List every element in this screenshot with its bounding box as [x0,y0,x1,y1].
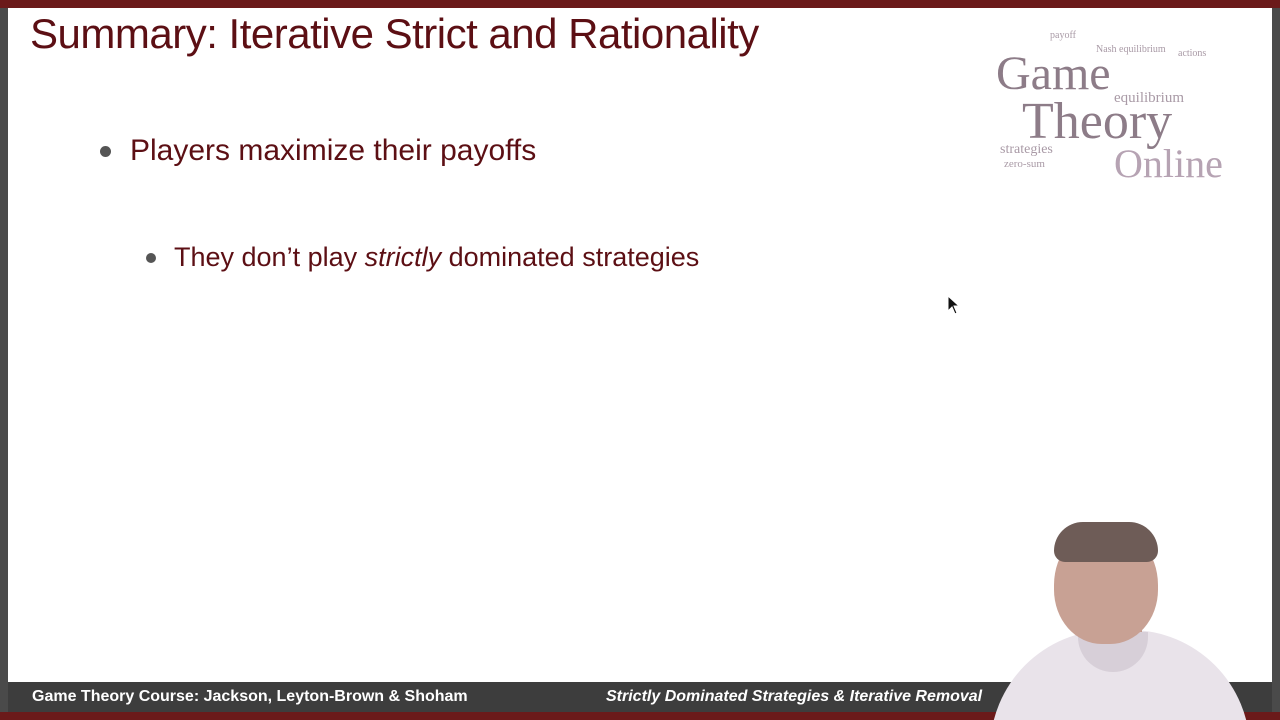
logo-cloud-word: payoff [1050,30,1076,41]
top-accent-bar [0,0,1280,8]
sub-bullet-text: They don’t play strictly dominated strat… [174,242,699,273]
logo-cloud-word: equilibrium [1114,90,1184,106]
sub-bullet-text-after: dominated strategies [441,242,700,272]
logo-cloud-word: strategies [1000,142,1053,157]
logo-cloud-word: actions [1178,48,1207,59]
logo-word-game: Game [996,47,1111,100]
mouse-pointer-icon [947,295,961,315]
presenter-hair [1054,522,1158,562]
slide: Summary: Iterative Strict and Rationalit… [8,8,1272,682]
footer-lecture-title: Strictly Dominated Strategies & Iterativ… [606,688,983,705]
sub-bullet-item: They don’t play strictly dominated strat… [146,242,699,273]
bullet-text: Players maximize their payoffs [130,134,537,167]
bullet-dot-icon [100,145,111,157]
presenter-video [990,520,1250,720]
sub-bullet-emphasis: strictly [364,242,442,272]
logo-cloud-word: Nash equilibrium [1096,44,1166,55]
bullet-dot-icon [146,252,156,263]
logo-word-theory: Theory [1022,93,1173,150]
sub-bullet-text-before: They don’t play [174,242,365,272]
footer-course-credit: Game Theory Course: Jackson, Leyton-Brow… [32,688,468,705]
game-theory-online-logo: payoff Nash equilibrium actions Game equ… [988,24,1258,194]
bullet-item: Players maximize their payoffs [100,134,536,168]
bottom-accent-bar [0,712,1280,720]
logo-word-online: Online [1114,141,1223,186]
logo-cloud-word: zero-sum [1004,158,1045,170]
slide-title: Summary: Iterative Strict and Rationalit… [30,10,759,57]
